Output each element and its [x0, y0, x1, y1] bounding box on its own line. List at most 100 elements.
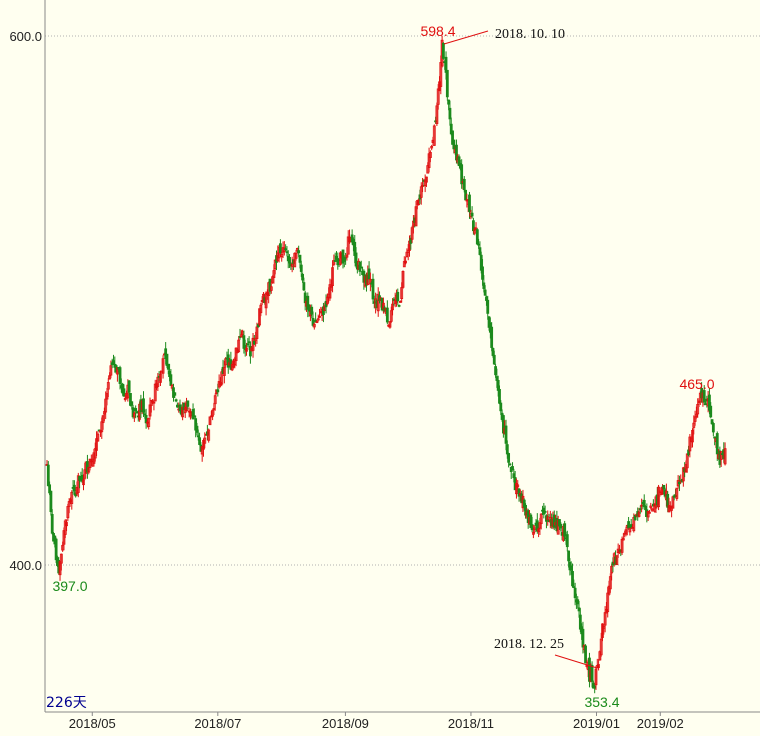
candle-body: [584, 645, 587, 664]
candle-body: [213, 395, 217, 405]
x-tick-label-2019-02: 2019/02: [637, 716, 684, 731]
candle-body: [531, 532, 535, 535]
recent-high-value-label: 465.0: [679, 376, 714, 392]
candle-body: [359, 266, 363, 269]
candle-body: [475, 229, 479, 245]
high-pointer-line: [443, 30, 489, 45]
candle-body: [569, 565, 573, 571]
x-tick-label-2019-01: 2019/01: [573, 716, 620, 731]
candle-body: [328, 284, 332, 299]
candle-body: [307, 304, 311, 312]
candle-body: [389, 310, 393, 322]
candle-body: [285, 251, 289, 254]
candle-body: [143, 413, 147, 416]
candle-body: [486, 299, 490, 314]
candle-body: [318, 315, 321, 318]
candle-body: [301, 273, 304, 281]
candle-body: [715, 433, 719, 455]
candle-body: [130, 401, 134, 406]
candle-body: [678, 481, 681, 485]
candle-body: [448, 107, 452, 120]
candle-body: [648, 511, 651, 514]
candle-body: [543, 510, 547, 513]
candle-body: [657, 486, 660, 508]
candle-body: [54, 538, 58, 561]
candle-body: [397, 304, 401, 307]
candle-body: [492, 354, 496, 365]
candle-body: [72, 484, 76, 492]
candle-body: [173, 392, 177, 396]
candle-body: [637, 511, 641, 517]
candle-body: [59, 553, 63, 564]
low-value-label: 353.4: [584, 694, 619, 710]
candle-body: [259, 304, 263, 314]
candle-body: [165, 353, 169, 366]
candle-body: [367, 268, 371, 280]
candle-body: [331, 267, 334, 286]
candle-body: [432, 125, 436, 146]
candle-body: [572, 586, 576, 589]
candle-body: [196, 435, 200, 438]
candle-body: [539, 513, 543, 525]
candle-body: [505, 444, 509, 455]
candle-body: [49, 490, 53, 513]
low-date-label: 2018. 12. 25: [494, 637, 564, 652]
candle-body: [593, 685, 597, 689]
x-tick-marks: [91, 712, 661, 716]
candle-body: [169, 374, 173, 386]
candle-body: [70, 491, 74, 504]
x-tick-label-2018-11: 2018/11: [448, 716, 494, 731]
candle-body: [161, 358, 165, 374]
candle-body: [552, 514, 556, 528]
candle-body: [428, 151, 432, 158]
candle-body: [628, 527, 632, 533]
candle-body: [122, 388, 126, 397]
candle-body: [186, 400, 190, 407]
candle-body: [109, 365, 113, 376]
candle-body: [192, 415, 196, 418]
candle-body: [106, 382, 110, 390]
candle-body: [310, 306, 314, 315]
candle-body: [691, 430, 694, 443]
candle-body: [207, 429, 211, 441]
candle-body: [511, 466, 514, 471]
candle-body: [581, 628, 585, 648]
candle-body: [345, 254, 349, 258]
candle-body: [312, 323, 316, 328]
candle-body: [144, 414, 148, 424]
high-date-label: 2018. 10. 10: [495, 27, 565, 42]
candle-body: [499, 402, 503, 412]
candle-body: [174, 399, 178, 402]
candle-body: [414, 206, 418, 227]
candle-body: [627, 521, 630, 529]
candle-body: [498, 388, 501, 404]
candle-body: [490, 326, 494, 348]
candle-body: [723, 448, 727, 465]
candle-body: [385, 307, 389, 323]
candle-body: [142, 398, 145, 413]
candle-body: [615, 555, 619, 566]
candle-body: [191, 409, 195, 420]
candle-body: [567, 550, 570, 562]
candle-body: [597, 664, 600, 668]
candle-body: [644, 506, 647, 511]
candle-body: [481, 266, 484, 280]
candle-body: [573, 587, 577, 599]
candle-body: [462, 178, 466, 191]
candle-body: [577, 607, 581, 612]
y-tick-label-600: 600.0: [9, 29, 42, 44]
candle-body: [247, 341, 251, 344]
candle-body: [222, 367, 226, 376]
candle-body: [530, 524, 534, 531]
candle-body: [425, 176, 428, 183]
candle-body: [159, 374, 162, 383]
candle-body: [245, 347, 248, 352]
candle-body: [442, 42, 445, 59]
y-tick-label-400: 400.0: [9, 558, 42, 573]
candle-body: [216, 389, 220, 393]
candle-body: [594, 668, 598, 686]
candle-body: [504, 425, 508, 444]
low-pointer-line: [554, 654, 598, 669]
candle-body: [470, 212, 474, 217]
candle-body: [237, 339, 241, 353]
